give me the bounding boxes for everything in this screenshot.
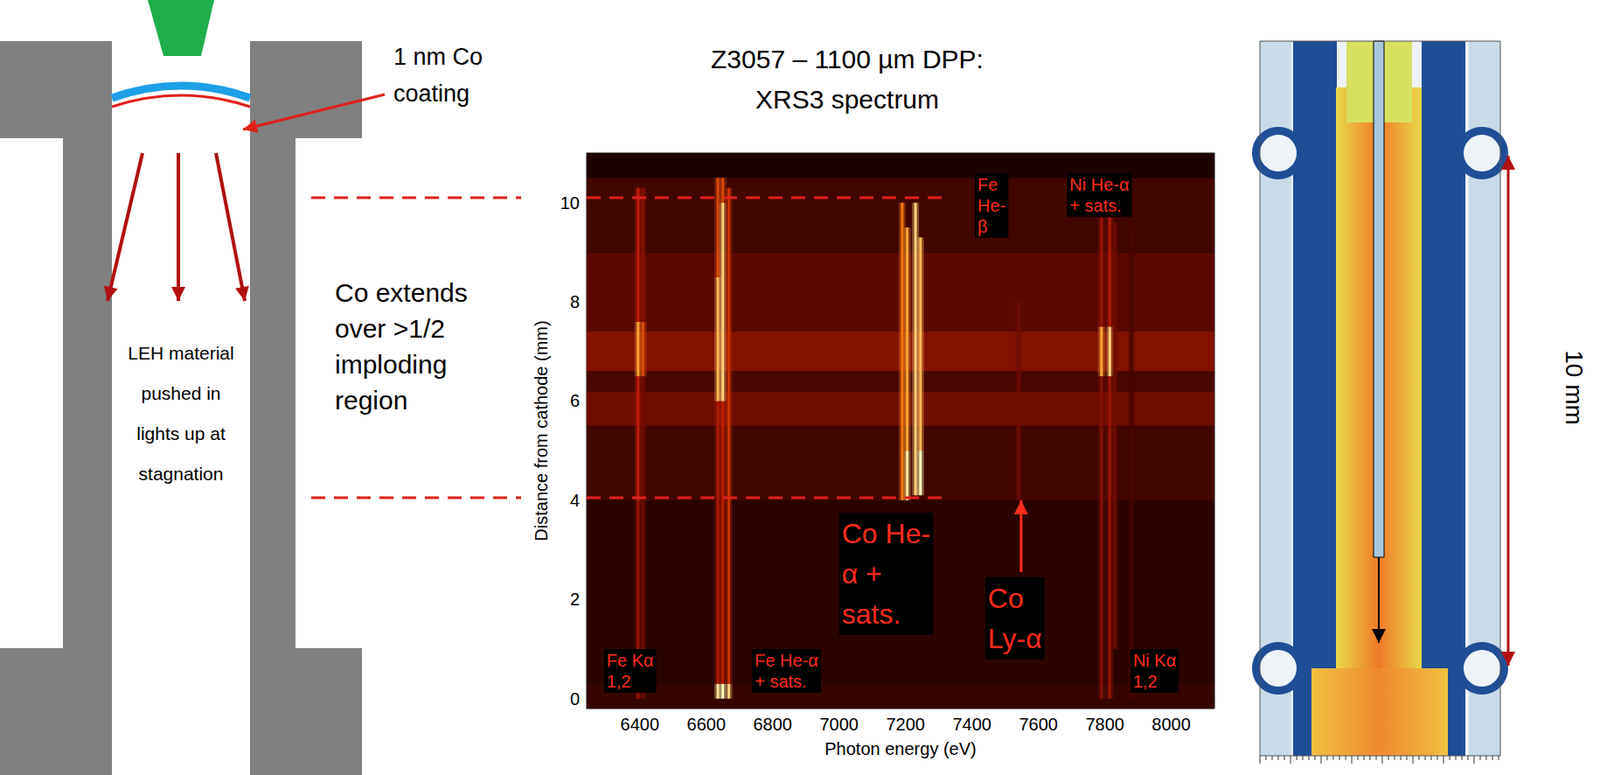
- svg-text:7800: 7800: [1085, 714, 1125, 734]
- svg-text:coating: coating: [393, 80, 470, 107]
- svg-text:1 nm Co: 1 nm Co: [393, 43, 483, 70]
- svg-text:imploding: imploding: [334, 349, 447, 379]
- svg-text:Ly-α: Ly-α: [987, 622, 1043, 654]
- svg-text:Fe Kα: Fe Kα: [606, 650, 654, 670]
- svg-text:Photon energy (eV): Photon energy (eV): [824, 738, 976, 759]
- svg-text:7600: 7600: [1018, 714, 1058, 734]
- svg-text:sats.: sats.: [841, 598, 902, 630]
- svg-text:He-: He-: [977, 195, 1006, 216]
- svg-text:Ni He-α: Ni He-α: [1069, 174, 1129, 195]
- svg-text:6: 6: [570, 390, 580, 411]
- svg-text:Co extends: Co extends: [334, 278, 468, 307]
- svg-text:0: 0: [570, 688, 580, 709]
- svg-text:Fe He-α: Fe He-α: [754, 650, 819, 670]
- svg-text:stagnation: stagnation: [139, 463, 224, 484]
- svg-text:1,2: 1,2: [1133, 671, 1158, 691]
- svg-text:8000: 8000: [1151, 714, 1191, 734]
- svg-text:Co: Co: [987, 582, 1024, 614]
- svg-text:2: 2: [570, 589, 580, 609]
- svg-text:pushed in: pushed in: [140, 382, 221, 404]
- svg-text:7200: 7200: [885, 714, 926, 734]
- svg-text:Co He-: Co He-: [841, 517, 931, 550]
- svg-text:7000: 7000: [819, 714, 859, 734]
- svg-text:6600: 6600: [687, 714, 727, 734]
- svg-text:Fe: Fe: [977, 174, 998, 195]
- svg-text:over >1/2: over >1/2: [334, 313, 446, 343]
- svg-text:α +: α +: [841, 557, 883, 590]
- svg-text:lights up at: lights up at: [136, 423, 226, 444]
- svg-text:6400: 6400: [620, 714, 661, 734]
- svg-text:10 mm: 10 mm: [1560, 349, 1588, 425]
- svg-text:+ sats.: + sats.: [1069, 195, 1121, 216]
- svg-text:7400: 7400: [952, 714, 992, 734]
- svg-text:region: region: [334, 385, 408, 415]
- svg-text:Ni Kα: Ni Kα: [1133, 650, 1176, 670]
- svg-text:10: 10: [560, 193, 580, 213]
- svg-text:Z3057 – 1100 µm DPP:: Z3057 – 1100 µm DPP:: [710, 44, 984, 74]
- svg-text:XRS3 spectrum: XRS3 spectrum: [755, 84, 940, 114]
- svg-text:LEH material: LEH material: [127, 342, 234, 363]
- svg-text:1,2: 1,2: [606, 671, 632, 691]
- svg-text:6800: 6800: [752, 714, 793, 734]
- svg-text:+ sats.: + sats.: [754, 671, 807, 691]
- svg-text:4: 4: [570, 490, 580, 510]
- svg-text:Distance from cathode (mm): Distance from cathode (mm): [531, 320, 551, 541]
- svg-text:β: β: [977, 216, 988, 237]
- svg-text:8: 8: [570, 292, 580, 312]
